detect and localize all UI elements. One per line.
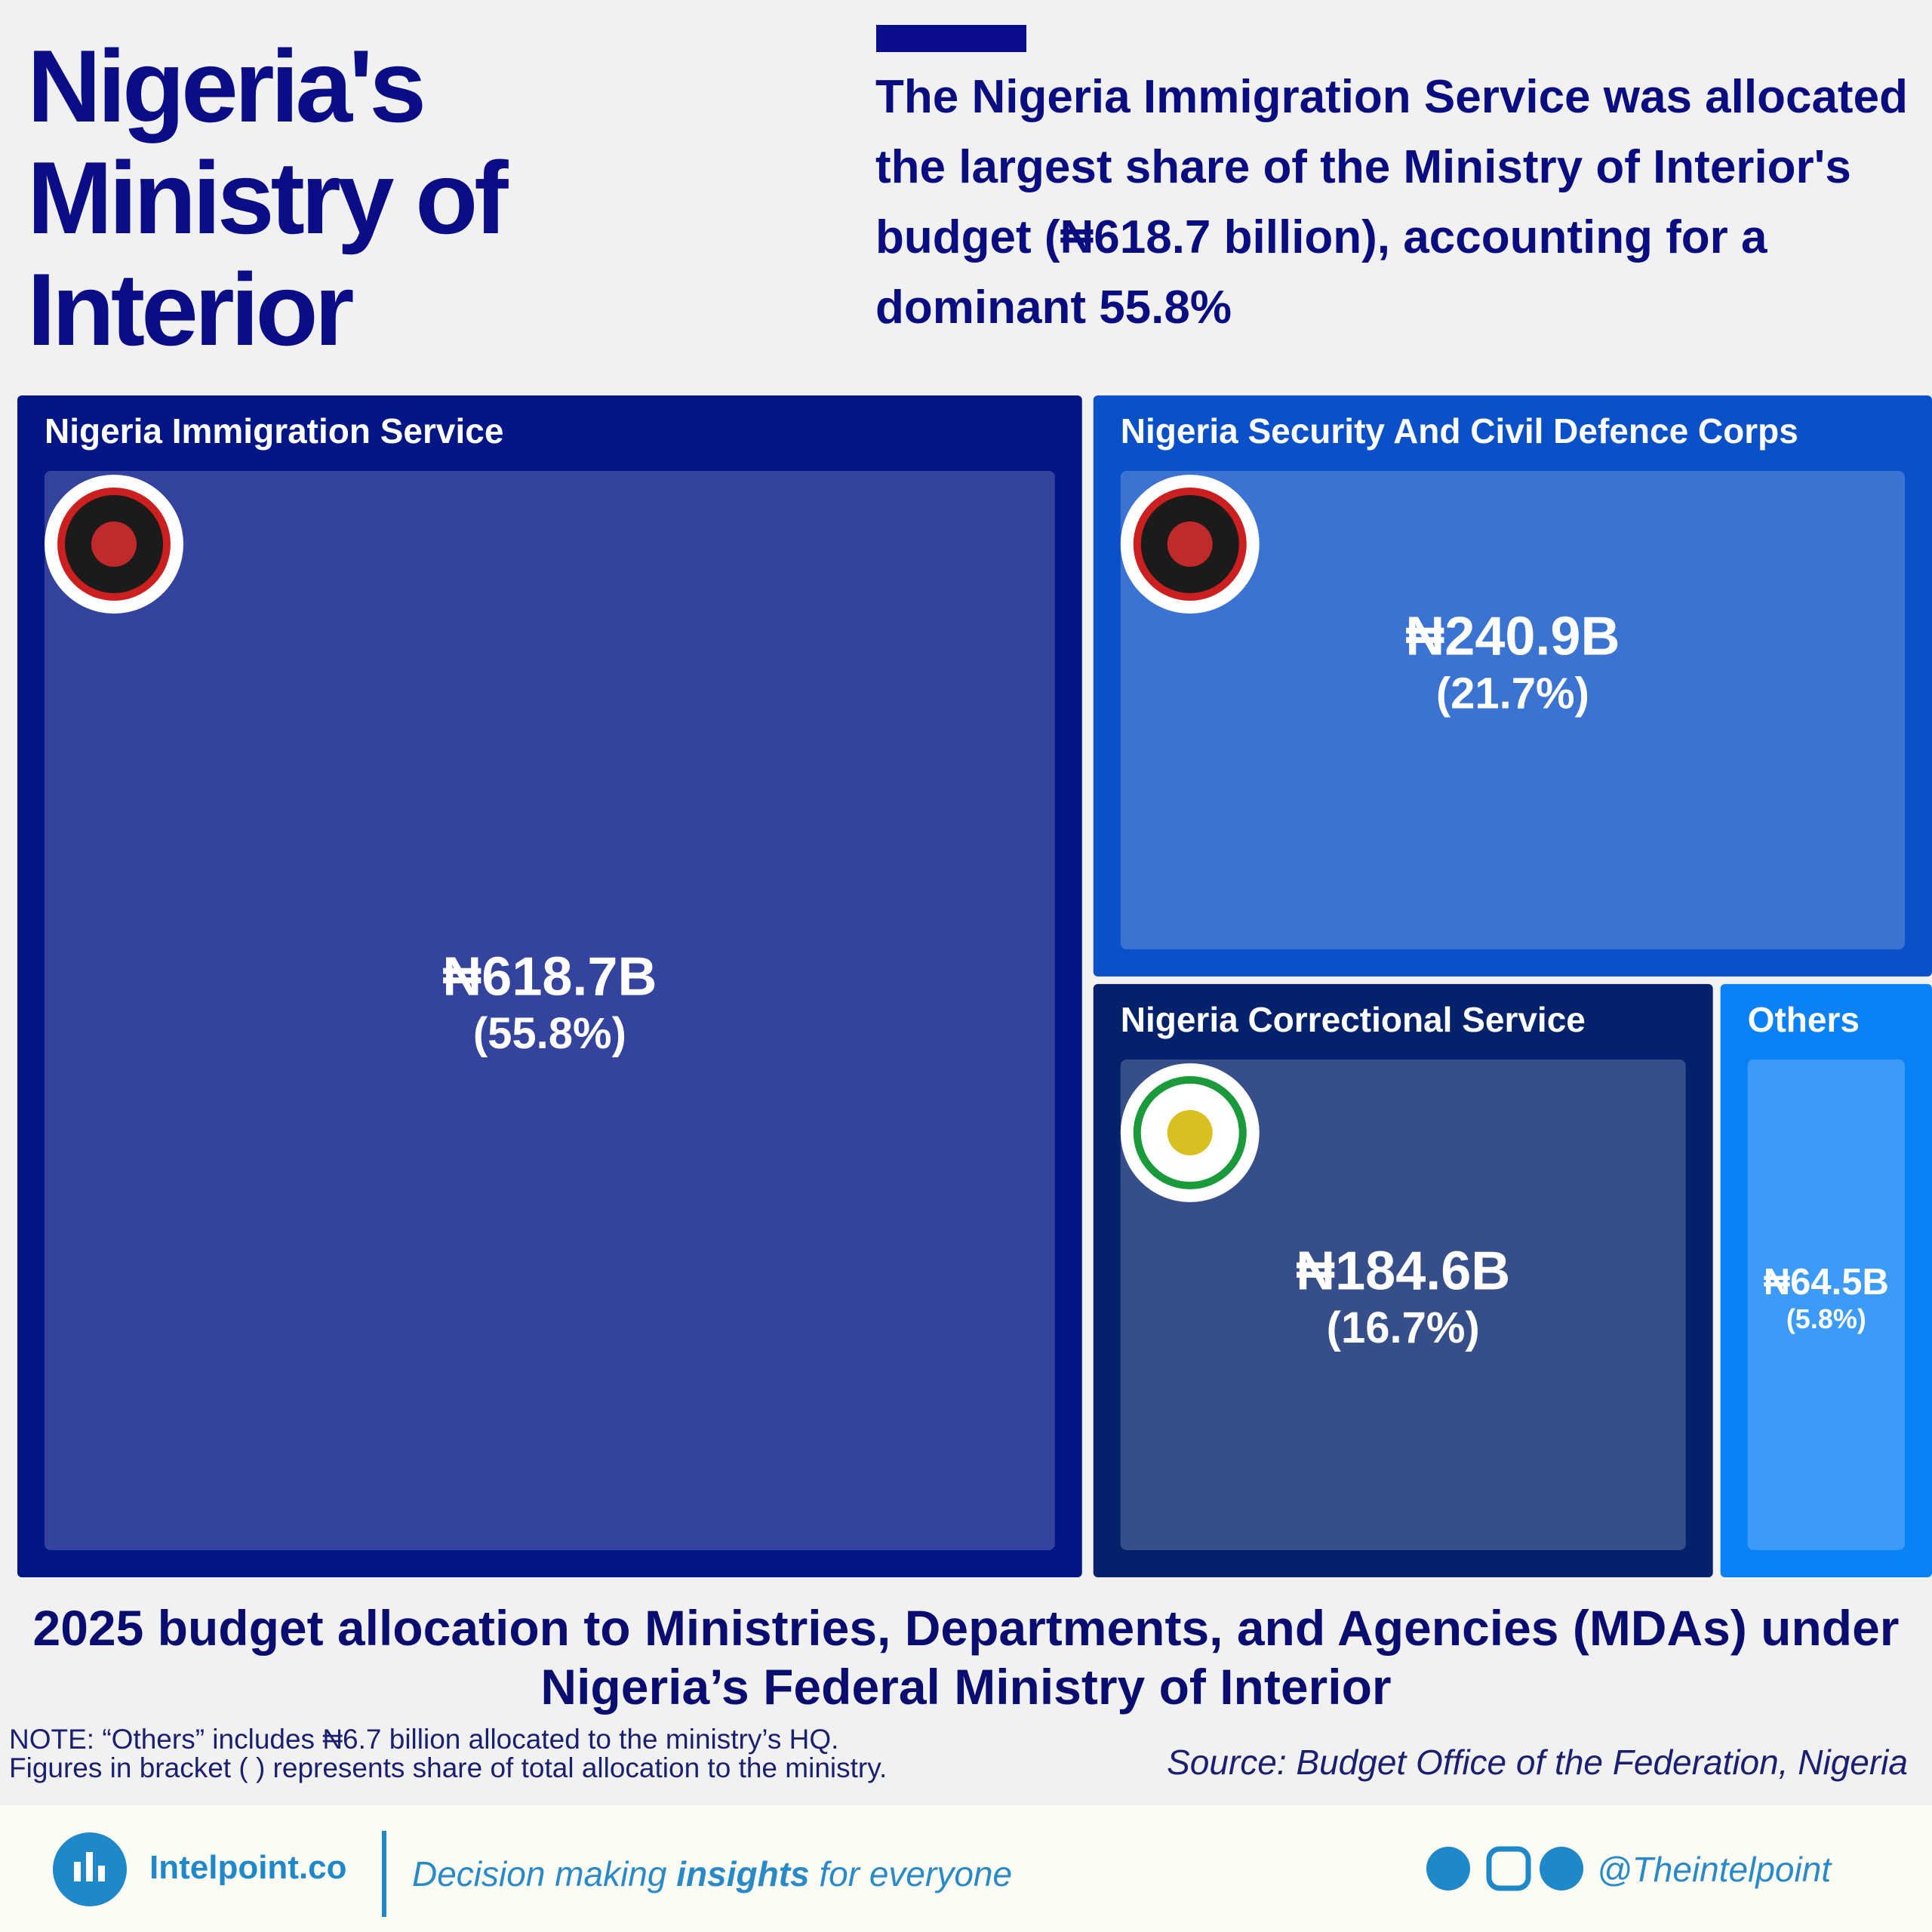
tagline: Decision making insights for everyone [412, 1854, 1012, 1894]
note-line: NOTE: “Others” includes ₦6.7 billion all… [9, 1724, 839, 1755]
handle: @Theintelpoint [1597, 1850, 1832, 1889]
tile-panel [1747, 1059, 1905, 1550]
accent-bar [876, 25, 1026, 52]
tagline-part: insights [676, 1854, 810, 1894]
caption: 2025 budget allocation to Ministries, De… [32, 1600, 1900, 1715]
title: Nigeria's Ministry of Interior [27, 29, 509, 367]
tagline-part: for everyone [809, 1854, 1013, 1894]
facebook-icon[interactable] [1540, 1847, 1583, 1890]
tile [1093, 395, 1932, 977]
source: Source: Budget Office of the Federation,… [1167, 1743, 1908, 1782]
value-label: ₦64.5B [1764, 1262, 1889, 1303]
treemap: Nigeria Immigration Service ₦618.7B(55.8%… [17, 395, 1932, 1577]
logo-emblem [1167, 521, 1213, 567]
tile-panel [1120, 1059, 1686, 1550]
value-label: ₦184.6B [1296, 1241, 1510, 1301]
x-icon[interactable] [1426, 1847, 1470, 1890]
note: NOTE: “Others” includes ₦6.7 billion all… [9, 1725, 887, 1783]
tile [17, 395, 1082, 1577]
value-label: ₦618.7B [442, 946, 657, 1007]
share-label: (21.7%) [1436, 669, 1589, 718]
logo-bar [98, 1866, 105, 1881]
footer-icons [53, 1831, 1583, 1917]
tile-panel [1120, 471, 1905, 949]
tagline-part: Decision making [412, 1854, 677, 1894]
logo-bar [74, 1862, 81, 1881]
logo-bar [86, 1852, 93, 1881]
separator [382, 1831, 386, 1917]
logo-emblem [91, 521, 137, 567]
share-label: (16.7%) [1327, 1303, 1480, 1352]
tile-panel [45, 471, 1055, 1550]
logo-emblem [1167, 1109, 1213, 1155]
share-label: (55.8%) [473, 1009, 626, 1058]
note-line: Figures in bracket ( ) represents share … [9, 1752, 888, 1783]
brand: Intelpoint.co [149, 1849, 347, 1886]
tile-label: Others [1748, 1000, 1860, 1039]
tile-label: Nigeria Correctional Service [1121, 1000, 1586, 1039]
share-label: (5.8%) [1786, 1303, 1866, 1334]
tile-label: Nigeria Immigration Service [45, 411, 503, 451]
value-label: ₦240.9B [1405, 607, 1620, 667]
tile [1720, 983, 1932, 1577]
subtitle: The Nigeria Immigration Service was allo… [875, 71, 1908, 334]
footer [0, 1805, 1932, 1932]
tile-label: Nigeria Security And Civil Defence Corps [1121, 411, 1798, 451]
instagram-icon[interactable] [1486, 1846, 1531, 1891]
